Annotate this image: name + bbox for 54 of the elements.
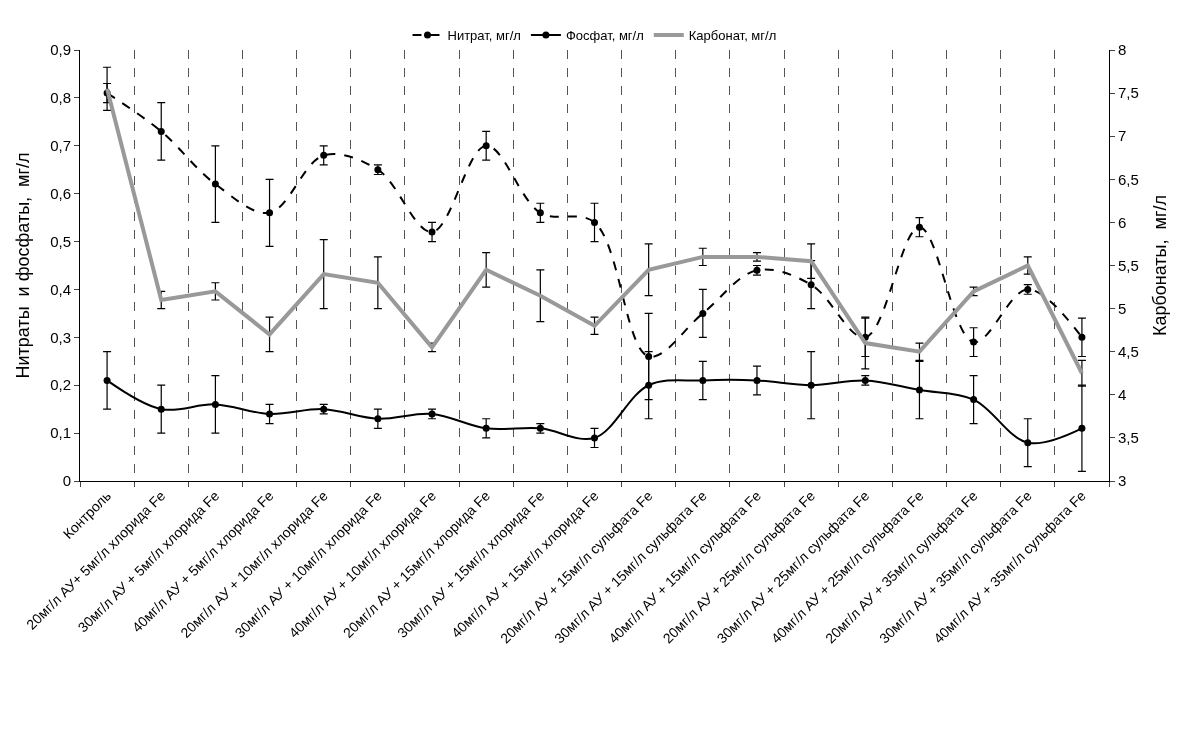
legend-label: Нитрат, мг/л [447, 28, 521, 44]
point [103, 376, 111, 384]
y-tick-label: 0,7 [50, 137, 71, 155]
y-tick-label: 0,5 [50, 232, 71, 250]
point [1078, 424, 1086, 432]
point [807, 281, 815, 289]
point [428, 228, 436, 236]
point [157, 127, 165, 135]
point [157, 405, 165, 413]
point [211, 180, 219, 188]
y-tick-label: 0,4 [50, 280, 71, 298]
point [536, 209, 544, 217]
y2-tick-label: 3,5 [1118, 429, 1139, 447]
y-axis-title: Нитраты и фосфаты, мг/л [13, 152, 34, 379]
y-tick-label: 0,2 [50, 376, 71, 394]
y2-axis-title: Карбонаты, мг/л [1149, 194, 1170, 337]
y2-tick-label: 7 [1118, 127, 1127, 145]
point [266, 410, 274, 418]
y2-tick-label: 6 [1118, 213, 1127, 231]
point [970, 338, 978, 346]
point [699, 376, 707, 384]
point [699, 309, 707, 317]
y-tick-label: 0 [62, 472, 71, 490]
legend-label: Фосфат, мг/л [565, 28, 644, 44]
point [970, 396, 978, 404]
point [374, 415, 382, 423]
y2-tick-label: 5 [1118, 299, 1127, 317]
y-tick-label: 0,9 [50, 41, 71, 59]
y-tick-label: 0,8 [50, 89, 71, 107]
y2-tick-label: 4,5 [1118, 342, 1139, 360]
y2-tick-label: 3 [1118, 472, 1127, 490]
point [591, 434, 598, 442]
point [807, 381, 815, 389]
point [591, 218, 598, 226]
point [1078, 333, 1086, 341]
point [320, 151, 328, 159]
y-tick-label: 0,1 [50, 424, 71, 442]
point [266, 209, 274, 217]
y2-tick-label: 5,5 [1118, 256, 1139, 274]
legend-label: Карбонат, мг/л [688, 28, 777, 44]
y2-tick-label: 4 [1118, 386, 1127, 404]
point [1024, 439, 1032, 447]
y2-tick-label: 8 [1118, 41, 1127, 59]
point [482, 142, 490, 150]
point [915, 223, 923, 231]
point [482, 424, 490, 432]
y-tick-label: 0,6 [50, 184, 71, 202]
y-tick-label: 0,3 [50, 328, 71, 346]
point [645, 352, 653, 360]
point [915, 386, 923, 394]
y2-tick-label: 6,5 [1118, 170, 1139, 188]
point [753, 376, 761, 384]
point [211, 400, 219, 408]
y2-tick-label: 7,5 [1118, 84, 1139, 102]
